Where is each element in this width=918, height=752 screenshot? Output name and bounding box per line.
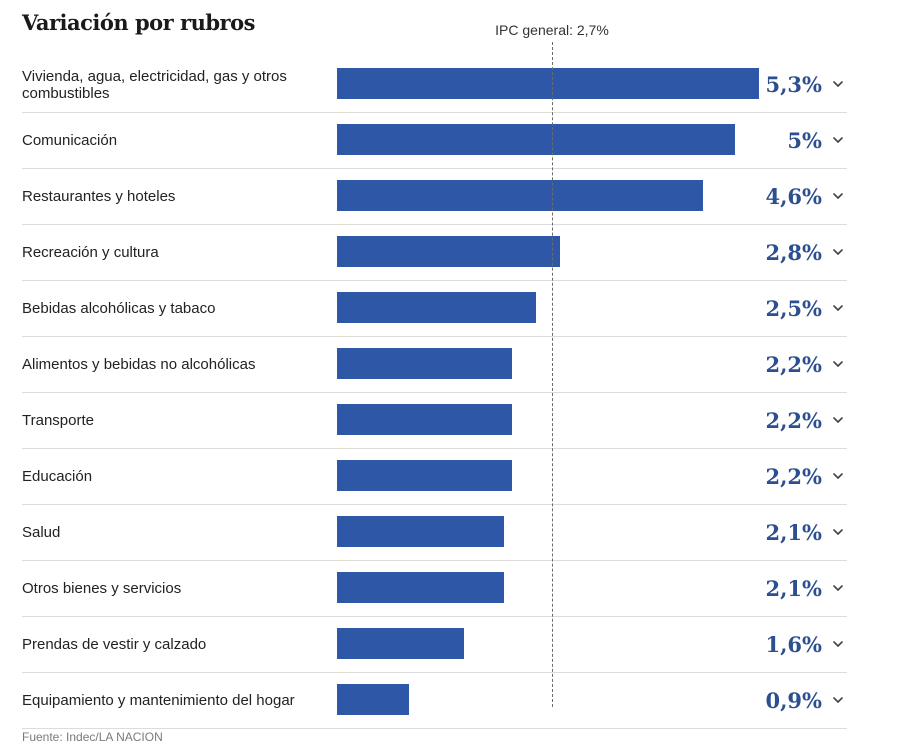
value-label: 2,8% <box>765 240 823 265</box>
value-label: 5% <box>787 128 822 153</box>
category-label: Equipamiento y mantenimiento del hogar <box>22 692 295 709</box>
bar <box>337 404 513 435</box>
category-label: Prendas de vestir y calzado <box>22 636 207 653</box>
bar <box>337 516 505 547</box>
category-label: Comunicación <box>22 132 118 149</box>
value-label: 2,2% <box>765 408 823 433</box>
value-label: 2,2% <box>765 352 823 377</box>
chevron-down-icon[interactable] <box>831 301 845 315</box>
value-label: 1,6% <box>765 632 823 657</box>
bar <box>337 348 513 379</box>
bar-row[interactable]: Bebidas alcohólicas y tabaco 2,5% <box>22 281 847 337</box>
bar-row[interactable]: Restaurantes y hoteles 4,6% <box>22 169 847 225</box>
bar-rows: Vivienda, agua, electricidad, gas y otro… <box>22 57 847 729</box>
bar-row[interactable]: Prendas de vestir y calzado 1,6% <box>22 617 847 673</box>
bar <box>337 684 409 715</box>
source-note: Fuente: Indec/LA NACION <box>22 730 163 744</box>
value-label: 4,6% <box>765 184 823 209</box>
chevron-down-icon[interactable] <box>831 413 845 427</box>
bar-row[interactable]: Otros bienes y servicios 2,1% <box>22 561 847 617</box>
chevron-down-icon[interactable] <box>831 77 845 91</box>
chevron-down-icon[interactable] <box>831 469 845 483</box>
category-label: Otros bienes y servicios <box>22 580 182 597</box>
bar <box>337 124 736 155</box>
bar-row[interactable]: Vivienda, agua, electricidad, gas y otro… <box>22 57 847 113</box>
chevron-down-icon[interactable] <box>831 525 845 539</box>
value-label: 2,1% <box>765 520 823 545</box>
category-label: Recreación y cultura <box>22 244 159 261</box>
chevron-down-icon[interactable] <box>831 133 845 147</box>
category-label: Bebidas alcohólicas y tabaco <box>22 300 216 317</box>
reference-line <box>551 42 553 707</box>
chevron-down-icon[interactable] <box>831 357 845 371</box>
chevron-down-icon[interactable] <box>831 245 845 259</box>
chevron-down-icon[interactable] <box>831 189 845 203</box>
bar <box>337 236 560 267</box>
bar-row[interactable]: Comunicación 5% <box>22 113 847 169</box>
bar <box>337 460 513 491</box>
category-label: Educación <box>22 468 93 485</box>
category-label: Alimentos y bebidas no alcohólicas <box>22 356 256 373</box>
category-label: Vivienda, agua, electricidad, gas y otro… <box>22 67 287 102</box>
bar <box>337 628 465 659</box>
bar-row[interactable]: Transporte 2,2% <box>22 393 847 449</box>
bar <box>337 572 505 603</box>
category-label: Salud <box>22 524 61 541</box>
chevron-down-icon[interactable] <box>831 693 845 707</box>
value-label: 2,1% <box>765 576 823 601</box>
value-label: 2,5% <box>765 296 823 321</box>
bar <box>337 68 759 99</box>
chevron-down-icon[interactable] <box>831 581 845 595</box>
bar <box>337 180 704 211</box>
bar <box>337 292 537 323</box>
bar-row[interactable]: Recreación y cultura 2,8% <box>22 225 847 281</box>
bar-row[interactable]: Educación 2,2% <box>22 449 847 505</box>
chevron-down-icon[interactable] <box>831 637 845 651</box>
category-label: Restaurantes y hoteles <box>22 188 176 205</box>
value-label: 5,3% <box>765 72 823 97</box>
bar-row[interactable]: Equipamiento y mantenimiento del hogar 0,… <box>22 673 847 729</box>
value-label: 0,9% <box>765 688 823 713</box>
bar-row[interactable]: Salud 2,1% <box>22 505 847 561</box>
chart-title: Variación por rubros <box>22 10 255 35</box>
reference-line-label: IPC general: 2,7% <box>495 22 609 38</box>
value-label: 2,2% <box>765 464 823 489</box>
bar-row[interactable]: Alimentos y bebidas no alcohólicas 2,2% <box>22 337 847 393</box>
category-label: Transporte <box>22 412 94 429</box>
